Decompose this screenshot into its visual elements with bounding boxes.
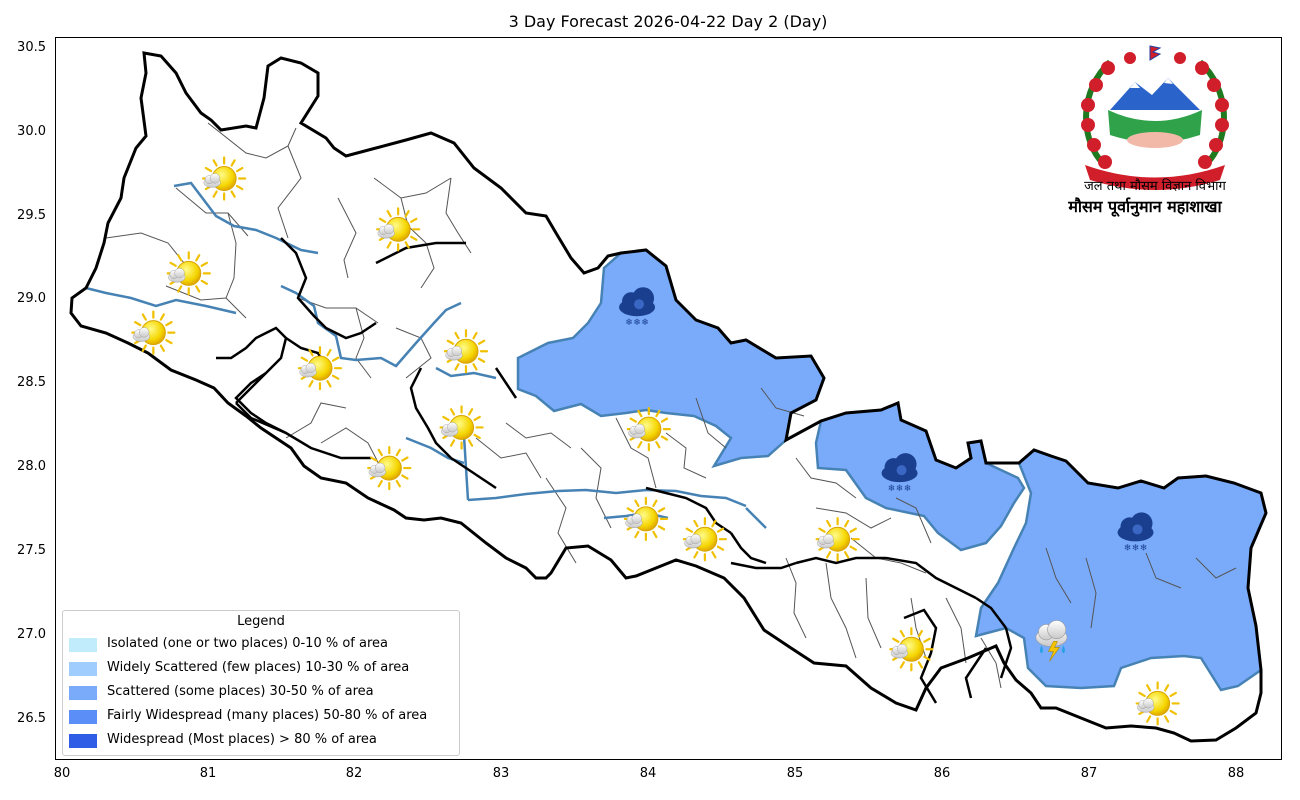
- nepal-forecast-map: ❄ ❄ ❄❄ ❄ ❄❄ ❄ ❄: [69, 51, 1268, 743]
- snow-cloud-icon: ❄ ❄ ❄: [1117, 512, 1154, 553]
- legend-label: Fairly Widespread (many places) 50-80 % …: [107, 708, 428, 723]
- snow-cloud-icon: ❄ ❄ ❄: [881, 453, 918, 494]
- svg-text:❄: ❄: [641, 318, 649, 328]
- x-tick-label: 80: [53, 766, 71, 781]
- svg-text:❄: ❄: [888, 484, 896, 494]
- legend-label: Widely Scattered (few places) 10-30 % of…: [107, 660, 410, 675]
- legend-swatch: [69, 734, 97, 748]
- x-tick-label: 88: [1227, 766, 1245, 781]
- y-tick-label: 29.0: [17, 291, 46, 306]
- y-tick-label: 27.5: [17, 543, 46, 558]
- partly-sunny-icon: [202, 156, 247, 201]
- legend-swatch: [69, 686, 97, 700]
- partly-sunny-icon: [815, 517, 860, 562]
- svg-text:❄: ❄: [896, 484, 904, 494]
- map-frame: ❄ ❄ ❄ ❄ ❄ ❄ ❄ ❄ ❄: [55, 37, 1282, 760]
- svg-text:❄: ❄: [625, 318, 633, 328]
- x-tick-label: 83: [492, 766, 510, 781]
- y-tick-label: 29.5: [17, 208, 46, 223]
- government-emblem: [1081, 45, 1229, 190]
- partly-sunny-icon: [682, 517, 727, 562]
- legend-label: Widespread (Most places) > 80 % of area: [107, 732, 377, 747]
- partly-sunny-icon: [623, 496, 669, 541]
- snow-cloud-icon: ❄ ❄ ❄: [619, 287, 656, 328]
- y-tick-label: 30.0: [17, 124, 46, 139]
- svg-text:❄: ❄: [1132, 543, 1140, 553]
- legend: Legend Isolated (one or two places) 0-10…: [62, 610, 460, 756]
- x-tick-label: 87: [1080, 766, 1098, 781]
- x-tick-label: 84: [639, 766, 657, 781]
- partly-sunny-icon: [889, 627, 934, 672]
- zone-langtang-gauri: [814, 401, 1026, 552]
- legend-title: Legend: [237, 614, 285, 629]
- legend-swatch: [69, 710, 97, 724]
- y-tick-label: 30.5: [17, 40, 46, 55]
- legend-label: Isolated (one or two places) 0-10 % of a…: [107, 636, 388, 651]
- province-boundaries: [216, 237, 1013, 704]
- partly-sunny-icon: [297, 346, 343, 391]
- partly-sunny-icon: [367, 445, 412, 491]
- svg-text:❄: ❄: [1140, 543, 1148, 553]
- thunder-rain-icon: [1035, 620, 1068, 662]
- partly-sunny-icon: [439, 405, 484, 450]
- x-tick-label: 82: [345, 766, 363, 781]
- y-tick-label: 28.5: [17, 375, 46, 390]
- svg-text:❄: ❄: [1124, 543, 1132, 553]
- legend-swatch: [69, 638, 97, 652]
- y-tick-label: 27.0: [17, 627, 46, 642]
- x-tick-label: 85: [786, 766, 804, 781]
- legend-label: Scattered (some places) 30-50 % of area: [107, 684, 374, 699]
- svg-text:❄: ❄: [633, 318, 641, 328]
- x-tick-label: 86: [933, 766, 951, 781]
- department-name: जल तथा मौसम विज्ञान विभाग: [1084, 179, 1226, 194]
- y-tick-label: 28.0: [17, 459, 46, 474]
- svg-text:❄: ❄: [904, 484, 912, 494]
- nepal-outline: [69, 51, 1268, 743]
- weather-icons-layer: ❄ ❄ ❄❄ ❄ ❄❄ ❄ ❄: [131, 156, 1180, 726]
- map-title: 3 Day Forecast 2026-04-22 Day 2 (Day): [508, 12, 828, 31]
- y-tick-label: 26.5: [17, 711, 46, 726]
- partly-sunny-icon: [443, 329, 489, 374]
- partly-sunny-icon: [626, 407, 671, 452]
- legend-swatch: [69, 662, 97, 676]
- partly-sunny-icon: [1135, 681, 1180, 726]
- section-name: मौसम पूर्वानुमान महाशाखा: [1068, 197, 1222, 216]
- partly-sunny-icon: [376, 207, 421, 252]
- x-tick-label: 81: [199, 766, 217, 781]
- partly-sunny-icon: [166, 251, 211, 296]
- partly-sunny-icon: [131, 310, 176, 355]
